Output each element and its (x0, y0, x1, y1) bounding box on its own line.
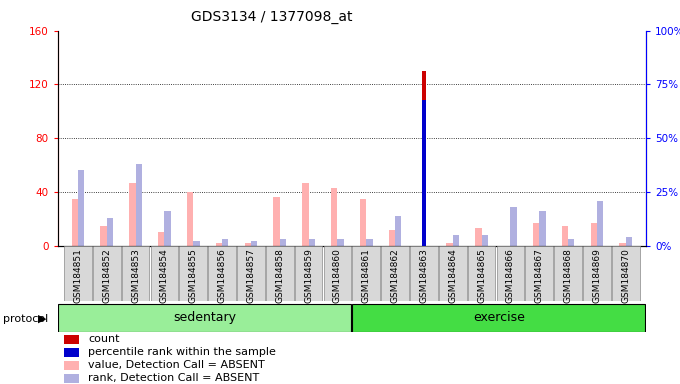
Bar (165, 211, 171, 246)
Text: GSM184853: GSM184853 (131, 248, 140, 303)
Bar (526, 246, 553, 301)
Bar (129, 183, 135, 246)
Bar (453, 235, 459, 246)
Bar (101, 226, 107, 246)
Text: GSM184855: GSM184855 (189, 248, 198, 303)
Text: count: count (88, 334, 120, 344)
Bar (64, 374, 79, 382)
Bar (245, 243, 251, 246)
Bar (562, 226, 568, 246)
Bar (496, 246, 524, 301)
Bar (422, 71, 426, 246)
Bar (193, 242, 200, 246)
Bar (337, 239, 344, 246)
Bar (187, 192, 193, 246)
Bar (568, 239, 575, 246)
Bar (439, 246, 466, 301)
Bar (180, 246, 207, 301)
Text: GSM184862: GSM184862 (390, 248, 400, 303)
Bar (583, 246, 611, 301)
Bar (122, 246, 150, 301)
Bar (222, 239, 228, 246)
Bar (360, 199, 367, 246)
Text: GSM184857: GSM184857 (246, 248, 256, 303)
Bar (295, 246, 322, 301)
Text: exercise: exercise (473, 311, 525, 324)
Bar (591, 223, 597, 246)
Text: GSM184863: GSM184863 (420, 248, 428, 303)
Bar (64, 361, 79, 369)
Text: GSM184866: GSM184866 (506, 248, 515, 303)
Text: GSM184867: GSM184867 (534, 248, 544, 303)
Text: GSM184852: GSM184852 (102, 248, 112, 303)
Text: rank, Detection Call = ABSENT: rank, Detection Call = ABSENT (88, 373, 260, 383)
Bar (331, 188, 337, 246)
Bar (64, 246, 92, 301)
Bar (511, 207, 517, 246)
Bar (533, 223, 539, 246)
Bar (395, 216, 401, 246)
Bar (597, 200, 603, 246)
Bar (619, 243, 626, 246)
Text: GSM184860: GSM184860 (333, 248, 342, 303)
Bar (481, 235, 488, 246)
Text: GSM184854: GSM184854 (160, 248, 169, 303)
Bar (324, 246, 352, 301)
Bar (93, 246, 120, 301)
Bar (352, 246, 380, 301)
Bar (273, 197, 279, 246)
Bar (381, 246, 409, 301)
Text: GSM184864: GSM184864 (448, 248, 458, 303)
Bar (626, 237, 632, 246)
Bar (447, 243, 453, 246)
Bar (612, 246, 640, 301)
Bar (208, 246, 236, 301)
Text: GSM184865: GSM184865 (477, 248, 486, 303)
Bar (216, 243, 222, 246)
Bar (151, 246, 178, 301)
Text: protocol: protocol (3, 314, 49, 324)
Bar (468, 246, 496, 301)
Bar (237, 246, 265, 301)
Bar (309, 239, 315, 246)
Text: percentile rank within the sample: percentile rank within the sample (88, 347, 276, 357)
Bar (71, 199, 78, 246)
Text: GSM184856: GSM184856 (218, 248, 226, 303)
Text: GSM184868: GSM184868 (564, 248, 573, 303)
Bar (64, 334, 79, 344)
Bar (389, 230, 395, 246)
Bar (303, 183, 309, 246)
Text: GDS3134 / 1377098_at: GDS3134 / 1377098_at (191, 10, 353, 23)
Bar (539, 211, 545, 246)
Text: GSM184870: GSM184870 (622, 248, 630, 303)
Bar (266, 246, 294, 301)
Bar (410, 246, 438, 301)
Text: GSM184861: GSM184861 (362, 248, 371, 303)
Bar (251, 242, 257, 246)
Text: GSM184851: GSM184851 (73, 248, 82, 303)
Bar (78, 170, 84, 246)
Bar (422, 99, 426, 246)
Bar (107, 218, 113, 246)
Bar (352, 304, 645, 331)
Bar (64, 348, 79, 356)
Text: sedentary: sedentary (173, 311, 237, 324)
Text: GSM184869: GSM184869 (592, 248, 602, 303)
Bar (367, 239, 373, 246)
Bar (475, 228, 481, 246)
Text: ▶: ▶ (38, 314, 46, 324)
Text: value, Detection Call = ABSENT: value, Detection Call = ABSENT (88, 360, 265, 370)
Bar (135, 164, 142, 246)
Bar (58, 304, 352, 331)
Bar (158, 232, 165, 246)
Text: GSM184859: GSM184859 (304, 248, 313, 303)
Bar (279, 239, 286, 246)
Bar (554, 246, 582, 301)
Text: GSM184858: GSM184858 (275, 248, 284, 303)
